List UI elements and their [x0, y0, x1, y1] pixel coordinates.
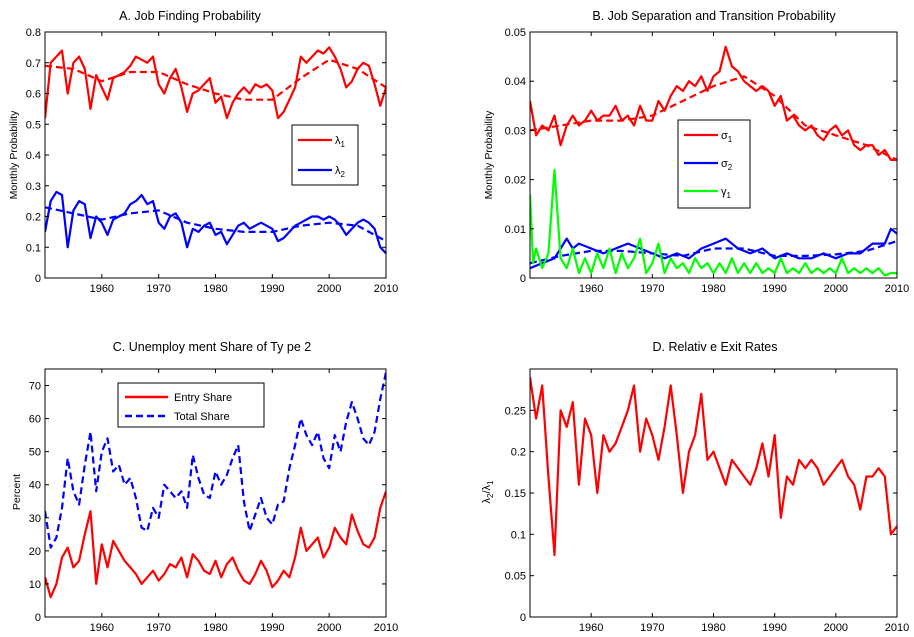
y-tick-label: 0 [35, 612, 41, 624]
y-tick-label: 0.1 [511, 529, 526, 541]
x-tick-label: 1970 [640, 622, 664, 634]
y-tick-label: 0.25 [505, 405, 526, 417]
y-tick-label: 0.03 [505, 125, 526, 137]
panel-a-plot: 1960 1970 1980 1990 2000 2010 0 0.1 0.2 0.3 0.4 0.5… [26, 27, 399, 295]
panel-c-ylabel: Percent [11, 474, 23, 510]
x-tick-label: 2000 [824, 283, 848, 295]
x-tick-label: 2010 [374, 622, 398, 634]
x-tick-label: 1990 [260, 622, 284, 634]
y-tick-label: 30 [29, 513, 41, 525]
panel-a-title: A. Job Finding Probability [119, 9, 261, 23]
legend: σ1 σ2 γ1 [677, 119, 751, 209]
x-tick-label: 1990 [762, 283, 786, 295]
series-group [530, 45, 897, 277]
y-tick-label: 0.2 [511, 447, 526, 459]
y-tick-label: 40 [29, 480, 41, 492]
legend-box [117, 382, 265, 428]
x-tick-label: 2010 [885, 283, 909, 295]
series-group [45, 372, 386, 599]
panel-c-unemployment-share: C. Unemploy ment Share of Ty pe 2 Percen… [11, 340, 398, 634]
x-tick-label: 2000 [317, 283, 341, 295]
panel-d-relative-exit-rates: D. Relativ e Exit Rates λ2/λ1 1960 1970 19… [481, 340, 909, 634]
panel-c-title: C. Unemploy ment Share of Ty pe 2 [113, 340, 312, 354]
series-line-total-share-1 [45, 372, 386, 549]
axes-frame [529, 368, 898, 618]
panel-c-plot: 1960 1970 1980 1990 2000 2010 0 10 20 30 40 50 60 70 [29, 368, 398, 634]
y-tick-label: 0.5 [26, 119, 41, 131]
y-tick-label: 0 [520, 273, 526, 285]
x-tick-label: 1980 [701, 622, 725, 634]
legend-label-total-share: Total Share [174, 411, 230, 423]
y-tick-label: 0.02 [505, 175, 526, 187]
panel-b-ylabel: Monthly Probability [483, 110, 495, 199]
y-tick-label: 10 [29, 579, 41, 591]
x-tick-label: 1960 [579, 283, 603, 295]
y-tick-label: 0.05 [505, 27, 526, 39]
x-tick-label: 1960 [90, 283, 114, 295]
panel-a-job-finding: A. Job Finding Probability Monthly Proba… [8, 9, 398, 295]
x-tick-label: 1970 [146, 283, 170, 295]
panel-a-ylabel: Monthly Probability [8, 110, 20, 199]
x-tick-label: 1970 [640, 283, 664, 295]
series-line--1-4 [530, 168, 897, 277]
series-group [45, 46, 386, 255]
legend-label-entry-share: Entry Share [174, 392, 232, 404]
series-line--1-0 [530, 45, 897, 161]
panel-b-plot: 1960 1970 1980 1990 2000 2010 0 0.01 0.02 0.03 0.0… [505, 27, 910, 295]
x-tick-label: 1980 [203, 622, 227, 634]
x-tick-label: 1960 [579, 622, 603, 634]
series-line--1-trend-1 [530, 75, 897, 161]
series-line--1-trend-1 [45, 58, 386, 101]
series-line--2-2 [530, 227, 897, 270]
panel-b-title: B. Job Separation and Transition Probabi… [592, 9, 836, 23]
legend-label-lambda1: λ1 [335, 135, 346, 149]
x-tick-label: 2010 [374, 283, 398, 295]
series-line--2-trend-3 [45, 206, 386, 243]
y-tick-label: 50 [29, 447, 41, 459]
series-line-ratio-0 [530, 377, 897, 557]
series-line--2-2 [45, 190, 386, 255]
series-line--1-0 [45, 46, 386, 120]
y-tick-label: 0.6 [26, 89, 41, 101]
x-tick-label: 1960 [90, 622, 114, 634]
x-tick-label: 1980 [203, 283, 227, 295]
y-tick-label: 0.8 [26, 27, 41, 39]
x-tick-label: 2000 [317, 622, 341, 634]
series-line--2-trend-3 [530, 240, 897, 265]
series-group [530, 377, 897, 557]
y-tick-label: 0 [520, 612, 526, 624]
x-tick-label: 1970 [146, 622, 170, 634]
y-tick-label: 0.15 [505, 488, 526, 500]
y-tick-label: 0.7 [26, 58, 41, 70]
y-tick-label: 0.1 [26, 242, 41, 254]
legend-label-lambda2: λ2 [335, 165, 346, 179]
x-tick-label: 1990 [260, 283, 284, 295]
y-tick-label: 0.2 [26, 212, 41, 224]
panel-d-ylabel: λ2/λ1 [481, 480, 495, 504]
legend-label-sigma1: σ1 [721, 130, 733, 144]
x-tick-label: 2010 [885, 622, 909, 634]
legend: λ1 λ2 [291, 124, 359, 186]
y-tick-label: 0.04 [505, 76, 526, 88]
y-tick-label: 0 [35, 273, 41, 285]
x-tick-label: 1980 [701, 283, 725, 295]
legend-label-gamma1: γ1 [721, 186, 732, 200]
y-tick-label: 0.01 [505, 224, 526, 236]
y-tick-label: 70 [29, 381, 41, 393]
y-tick-label: 0.3 [26, 181, 41, 193]
legend: Entry Share Total Share [117, 382, 265, 428]
panel-d-plot: 1960 1970 1980 1990 2000 2010 0 0.05 0.1 0.15 0.2 0… [505, 368, 909, 634]
y-tick-label: 20 [29, 546, 41, 558]
y-tick-label: 60 [29, 414, 41, 426]
panel-d-title: D. Relativ e Exit Rates [652, 340, 777, 354]
x-tick-label: 2000 [824, 622, 848, 634]
legend-box [291, 124, 359, 186]
panel-b-job-separation: B. Job Separation and Transition Probabi… [483, 9, 909, 295]
y-tick-label: 0.4 [26, 150, 41, 162]
y-tick-label: 0.05 [505, 571, 526, 583]
x-tick-label: 1990 [762, 622, 786, 634]
legend-label-sigma2: σ2 [721, 158, 733, 172]
series-line-entry-share-0 [45, 490, 386, 599]
